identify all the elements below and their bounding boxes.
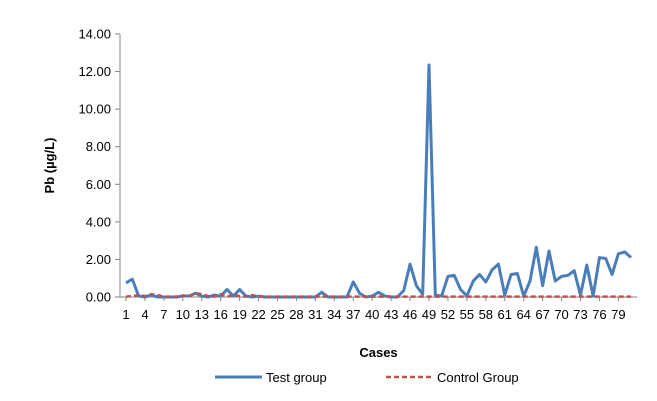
x-tick-label: 52	[441, 307, 455, 322]
x-tick-label: 25	[270, 307, 284, 322]
y-tick-label: 8.00	[86, 139, 111, 154]
series-line-0	[125, 63, 632, 299]
series-lines	[125, 63, 632, 299]
y-tick-label: 12.00	[78, 64, 111, 79]
x-tick-label: 64	[516, 307, 530, 322]
x-tick-label: 19	[232, 307, 246, 322]
y-tick-label: 0.00	[86, 290, 111, 305]
x-tick-label: 49	[422, 307, 436, 322]
x-axis-ticks: 1 4 7 10 13 16 19 22 25 28 31 34 37 40 43 46 49 52 55 58 61 6…	[122, 297, 626, 322]
x-tick-label: 73	[573, 307, 587, 322]
y-axis-title: Pb (µg/L)	[42, 138, 57, 194]
y-tick-label: 6.00	[86, 177, 111, 192]
y-tick-label: 14.00	[78, 27, 111, 42]
series-line-1	[125, 291, 631, 298]
x-tick-label: 43	[384, 307, 398, 322]
y-tick-label: 4.00	[86, 214, 111, 229]
legend-label-1: Control Group	[437, 370, 519, 385]
legend: Test group Control Group	[215, 370, 519, 385]
x-tick-label: 46	[403, 307, 417, 322]
x-tick-label: 31	[308, 307, 322, 322]
x-tick-label: 40	[365, 307, 379, 322]
x-tick-label: 4	[141, 307, 148, 322]
x-tick-label: 13	[195, 307, 209, 322]
x-tick-label: 58	[479, 307, 493, 322]
x-tick-label: 7	[160, 307, 167, 322]
x-tick-label: 79	[611, 307, 625, 322]
x-tick-label: 67	[535, 307, 549, 322]
y-axis-ticks: 0.00 2.00 4.00 6.00 8.00 10.00 12.00 14.00	[78, 27, 120, 305]
x-tick-label: 34	[327, 307, 341, 322]
x-tick-label: 22	[251, 307, 265, 322]
x-tick-label: 70	[554, 307, 568, 322]
x-tick-label: 76	[592, 307, 606, 322]
x-tick-label: 1	[122, 307, 129, 322]
y-tick-label: 2.00	[86, 252, 111, 267]
y-tick-label: 10.00	[78, 102, 111, 117]
x-tick-label: 55	[460, 307, 474, 322]
x-tick-label: 10	[176, 307, 190, 322]
x-axis-title: Cases	[359, 345, 397, 360]
legend-label-0: Test group	[266, 370, 327, 385]
x-tick-label: 37	[346, 307, 360, 322]
x-tick-label: 61	[498, 307, 512, 322]
x-tick-label: 16	[213, 307, 227, 322]
x-tick-label: 28	[289, 307, 303, 322]
